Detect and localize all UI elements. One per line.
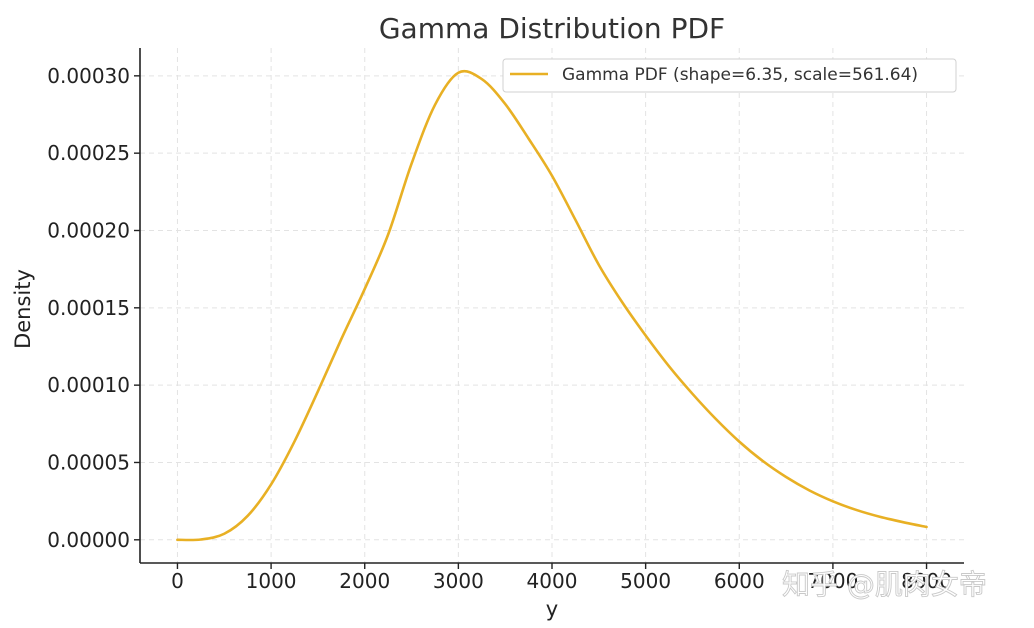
x-tick-label: 8000	[901, 569, 952, 593]
x-tick-label: 5000	[620, 569, 671, 593]
axes-layer	[134, 48, 964, 569]
grid-layer	[140, 48, 964, 563]
y-tick-label: 0.00020	[47, 218, 130, 242]
legend: Gamma PDF (shape=6.35, scale=561.64)	[502, 58, 957, 93]
x-tick-label: 4000	[527, 569, 578, 593]
x-tick-label: 6000	[714, 569, 765, 593]
legend-box	[502, 58, 957, 93]
x-tick-labels: 0 1000 2000 3000 4000 5000 6000 7000 8000	[171, 569, 952, 593]
y-tick-label: 0.00030	[47, 64, 130, 88]
y-axis-label: Density	[11, 269, 35, 349]
y-tick-label: 0.00005	[47, 450, 130, 474]
y-tick-label: 0.00010	[47, 373, 130, 397]
watermark: 知乎 @肌肉女帝	[782, 568, 987, 601]
chart-title: Gamma Distribution PDF	[379, 12, 725, 45]
y-tick-label: 0.00025	[47, 141, 130, 165]
x-tick-label: 2000	[339, 569, 390, 593]
x-tick-label: 0	[171, 569, 184, 593]
y-tick-label: 0.00000	[47, 528, 130, 552]
x-tick-label: 7000	[807, 569, 858, 593]
x-axis-label: y	[546, 597, 558, 621]
x-tick-label: 1000	[246, 569, 297, 593]
y-tick-label: 0.00015	[47, 296, 130, 320]
series-line	[176, 69, 928, 542]
legend-label: Gamma PDF (shape=6.35, scale=561.64)	[562, 65, 918, 85]
y-tick-labels: 0.00000 0.00005 0.00010 0.00015 0.00020 0.000…	[47, 64, 130, 552]
series-layer	[176, 69, 928, 542]
x-tick-label: 3000	[433, 569, 484, 593]
